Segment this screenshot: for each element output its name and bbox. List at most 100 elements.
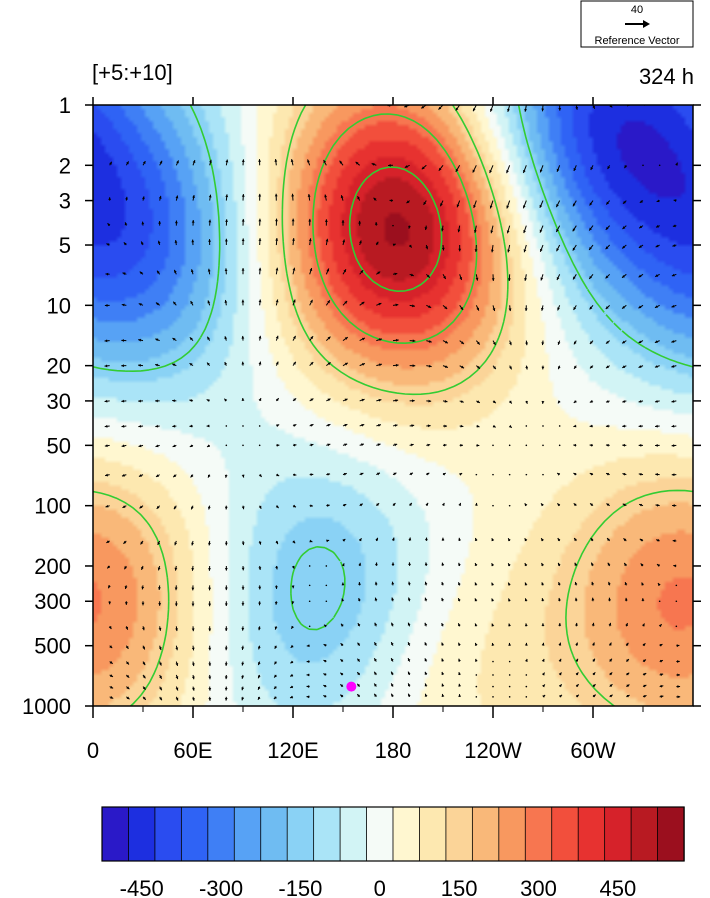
- vector-head: [159, 675, 162, 679]
- vector-head: [109, 674, 113, 677]
- vector-dot: [642, 164, 644, 167]
- vector-head: [121, 339, 125, 342]
- vector-head: [638, 399, 642, 403]
- vector-head: [340, 643, 344, 647]
- vector-head: [107, 223, 111, 227]
- vector-head: [208, 603, 212, 607]
- vector-dot: [658, 164, 661, 167]
- vector-head: [224, 568, 228, 571]
- vector-head: [241, 587, 245, 590]
- vector-head: [242, 100, 245, 103]
- vector-head: [458, 694, 462, 697]
- vector-head: [109, 645, 113, 649]
- vector-head: [575, 642, 578, 646]
- vector-head: [225, 194, 229, 198]
- vector-dot: [225, 444, 228, 447]
- vector-head: [557, 503, 561, 507]
- vector-head: [258, 159, 262, 162]
- vector-head: [639, 225, 643, 229]
- vector-head: [458, 683, 462, 687]
- vector-head: [327, 398, 331, 402]
- vector-head: [104, 339, 108, 343]
- vector-head: [374, 642, 377, 646]
- vector-head: [241, 627, 245, 631]
- vector-head: [541, 563, 544, 567]
- vector-head: [292, 504, 296, 508]
- vector-head: [558, 684, 562, 688]
- vector-head: [607, 538, 610, 542]
- vector-dot: [508, 685, 511, 688]
- vector-head: [357, 642, 361, 646]
- vector-head: [326, 504, 330, 507]
- vector-head: [293, 473, 297, 477]
- vector-head: [589, 341, 593, 345]
- vector-head: [491, 623, 495, 627]
- vector-head: [224, 362, 228, 366]
- vector-head: [410, 443, 414, 447]
- vector-head: [477, 365, 480, 369]
- vector-head: [507, 108, 510, 112]
- vector-head: [476, 341, 480, 345]
- vector-head: [524, 563, 528, 567]
- vector-head: [138, 338, 142, 342]
- vector-head: [224, 697, 228, 701]
- vector-head: [308, 218, 312, 222]
- colorbar-box: [471, 806, 500, 862]
- vector-head: [592, 694, 596, 698]
- vector-head: [106, 243, 110, 246]
- vector-head: [395, 363, 399, 367]
- vector-head: [177, 101, 180, 104]
- vector-head: [109, 161, 112, 165]
- vector-head: [491, 538, 495, 542]
- colorbar-box: [286, 806, 315, 862]
- colorbar-box: [498, 806, 526, 862]
- vector-head: [208, 568, 211, 571]
- vector-head: [174, 603, 178, 607]
- vector-dot: [475, 674, 478, 676]
- chart-title-left: [+5:+10]: [92, 60, 173, 85]
- vector-head: [124, 602, 128, 605]
- vector-dot: [492, 660, 494, 663]
- vector-head: [357, 694, 361, 698]
- vector-dot: [525, 685, 528, 688]
- vector-dot: [308, 584, 311, 587]
- vector-head: [224, 687, 228, 691]
- vector-head: [492, 308, 496, 311]
- vector-head: [156, 474, 160, 477]
- vector-head: [191, 676, 195, 680]
- vector-head: [142, 646, 145, 650]
- colorbar-box: [101, 806, 130, 862]
- vector-head: [174, 220, 178, 224]
- vector-head: [424, 693, 428, 697]
- colorbar-box: [154, 806, 183, 862]
- vector-head: [424, 658, 428, 662]
- vector-head: [408, 225, 411, 229]
- vector-head: [327, 423, 331, 427]
- vector-head: [558, 623, 562, 626]
- vector-head: [224, 542, 228, 546]
- vector-head: [671, 304, 675, 308]
- vector-head: [441, 228, 444, 232]
- reference-vector-label: Reference Vector: [595, 35, 680, 47]
- vector-head: [523, 230, 526, 234]
- colorbar-box: [128, 806, 156, 862]
- vector-head: [360, 472, 364, 476]
- vector-dot: [675, 600, 678, 603]
- vector-head: [441, 683, 445, 687]
- vector-head: [241, 675, 245, 679]
- vector-head: [189, 399, 193, 403]
- colorbar-box: [419, 806, 447, 862]
- vector-head: [443, 443, 447, 447]
- vector-head: [175, 628, 179, 632]
- vector-head: [291, 193, 295, 197]
- vector-dot: [525, 674, 528, 676]
- vector-head: [441, 597, 445, 601]
- vector-head: [458, 623, 461, 627]
- vector-head: [121, 444, 125, 448]
- colorbar-box: [233, 806, 262, 862]
- vector-head: [126, 686, 130, 690]
- vector-head: [274, 586, 278, 589]
- vector-head: [208, 239, 212, 242]
- vector-head: [360, 270, 364, 274]
- vector-head: [173, 506, 177, 510]
